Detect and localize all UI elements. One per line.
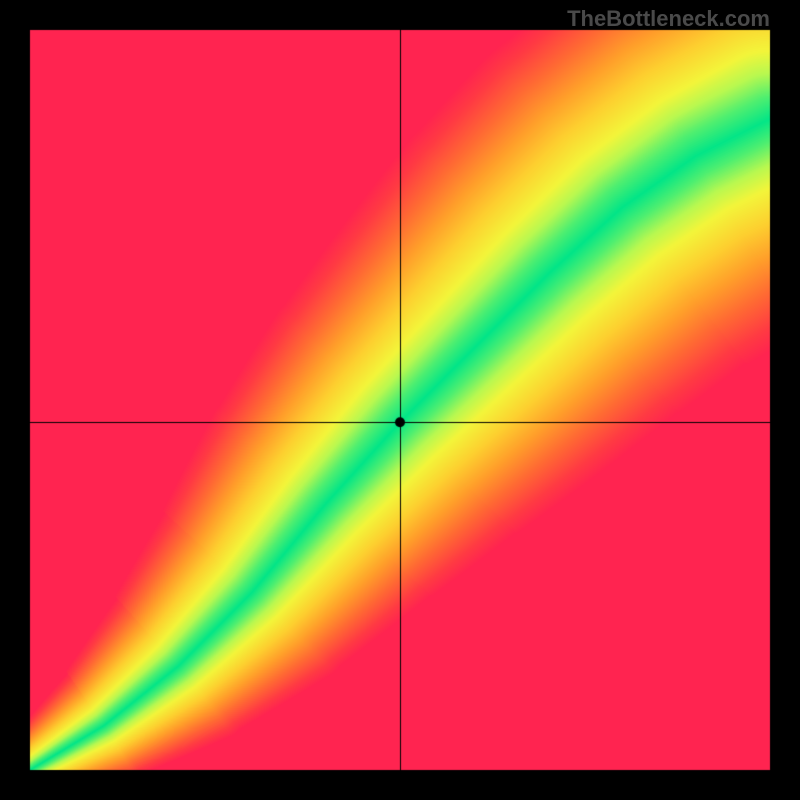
- bottleneck-heatmap: [0, 0, 800, 800]
- watermark-text: TheBottleneck.com: [567, 6, 770, 32]
